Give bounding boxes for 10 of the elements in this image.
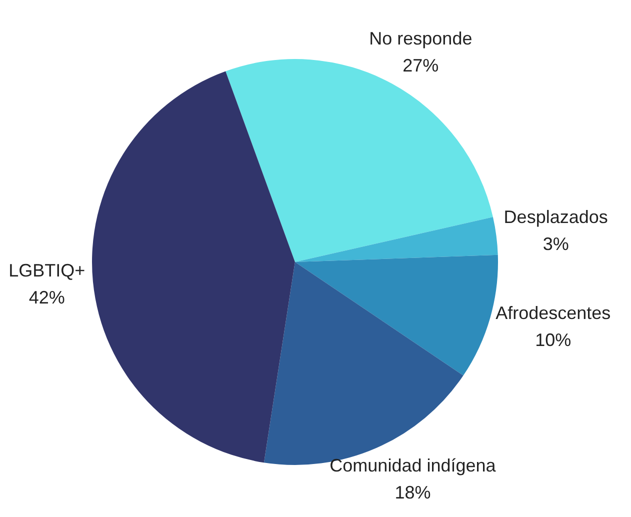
slice-label: No responde bbox=[369, 28, 472, 49]
data-label: 27% bbox=[402, 56, 439, 76]
slice-label: Comunidad indígena bbox=[330, 456, 497, 476]
data-label: 18% bbox=[394, 482, 431, 503]
data-label: 10% bbox=[535, 330, 572, 350]
slice-label: Afrodescentes bbox=[496, 303, 611, 324]
data-label: 3% bbox=[542, 234, 569, 254]
data-label: 42% bbox=[28, 288, 65, 308]
slice-label: Desplazados bbox=[504, 206, 608, 227]
slice-label: LGBTIQ+ bbox=[8, 260, 86, 281]
